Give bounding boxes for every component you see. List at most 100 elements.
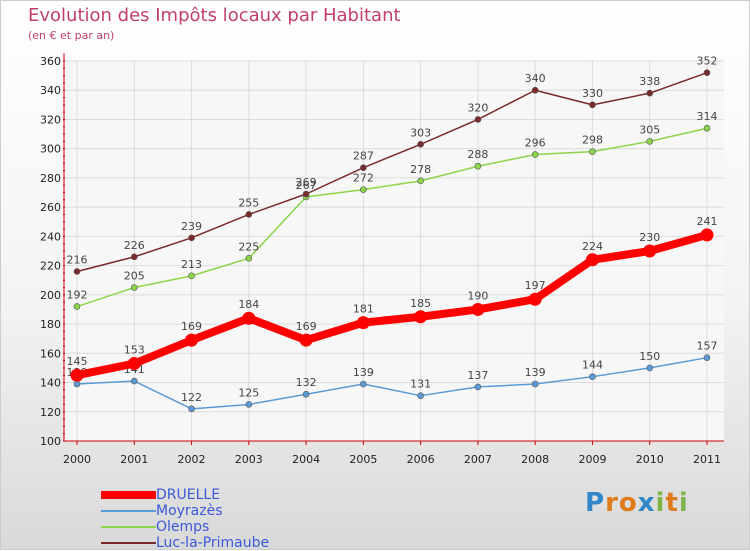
data-point-olemps <box>531 151 539 158</box>
y-tick-label: 140 <box>40 377 61 390</box>
chart-legend: DRUELLE Moyrazès Olemps Luc-la-Primaube <box>101 487 321 551</box>
y-tick-label: 220 <box>40 260 61 273</box>
legend-swatch <box>101 542 156 544</box>
data-point-moyraz-s <box>245 401 253 408</box>
series-line-druelle <box>73 230 711 380</box>
logo-letter: t <box>665 488 679 518</box>
data-label-druelle: 230 <box>639 231 660 244</box>
logo-letter: r <box>605 488 619 518</box>
data-label-olemps: 298 <box>582 134 603 147</box>
data-label-olemps: 192 <box>67 289 88 302</box>
data-label-moyraz-s: 122 <box>181 391 202 404</box>
data-point-druelle <box>585 253 599 267</box>
data-label-olemps: 272 <box>353 172 374 185</box>
y-tick-label: 300 <box>40 143 61 156</box>
legend-label: DRUELLE <box>156 487 221 503</box>
data-label-druelle: 153 <box>124 344 145 357</box>
data-label-druelle: 181 <box>353 303 374 316</box>
data-label-luc-la-primaube: 338 <box>639 75 660 88</box>
x-tick-label: 2009 <box>578 453 606 466</box>
data-point-olemps <box>474 162 482 170</box>
proxiti-logo: Proxiti <box>585 488 689 518</box>
x-tick-label: 2000 <box>63 453 91 466</box>
data-point-luc-la-primaube <box>245 211 253 218</box>
data-point-moyraz-s <box>73 380 81 388</box>
data-point-moyraz-s <box>188 405 195 413</box>
data-label-luc-la-primaube: 330 <box>582 87 603 100</box>
data-label-moyraz-s: 157 <box>697 340 718 353</box>
series-line-moyraz-s <box>76 356 708 410</box>
data-label-olemps: 288 <box>467 148 488 161</box>
data-label-olemps: 225 <box>238 240 259 253</box>
data-label-luc-la-primaube: 340 <box>525 72 546 85</box>
x-tick-label: 2002 <box>178 453 206 466</box>
plot-area <box>64 61 724 441</box>
data-point-olemps <box>130 284 138 291</box>
data-label-moyraz-s: 144 <box>582 359 603 372</box>
data-point-druelle <box>356 316 370 330</box>
data-label-luc-la-primaube: 239 <box>181 220 202 233</box>
data-label-moyraz-s: 132 <box>296 376 317 389</box>
data-label-druelle: 224 <box>582 240 603 253</box>
x-tick-label: 2007 <box>464 453 492 466</box>
y-tick-label: 100 <box>40 435 61 448</box>
data-point-druelle <box>299 333 313 347</box>
data-point-druelle <box>185 333 199 347</box>
y-tick-label: 240 <box>40 230 61 243</box>
data-point-olemps <box>417 177 424 185</box>
x-tick-label: 2005 <box>349 453 377 466</box>
series-line-luc-la-primaube <box>76 71 708 273</box>
logo-letter: x <box>637 488 656 518</box>
data-label-olemps: 296 <box>525 137 546 150</box>
data-label-olemps: 278 <box>410 163 431 176</box>
data-label-luc-la-primaube: 320 <box>467 101 488 114</box>
data-point-moyraz-s <box>646 364 654 372</box>
data-point-druelle <box>242 311 256 325</box>
data-point-druelle <box>528 292 542 306</box>
data-point-druelle <box>70 368 84 382</box>
data-point-olemps <box>703 124 711 132</box>
y-tick-label: 340 <box>40 84 61 97</box>
legend-item-druelle: DRUELLE <box>101 487 321 503</box>
x-tick-label: 2011 <box>693 453 721 466</box>
data-label-luc-la-primaube: 226 <box>124 239 145 252</box>
data-point-druelle <box>414 310 428 324</box>
data-label-druelle: 184 <box>238 298 259 311</box>
y-tick-label: 120 <box>40 406 61 419</box>
x-tick-label: 2004 <box>292 453 320 466</box>
x-tick-label: 2003 <box>235 453 263 466</box>
data-point-luc-la-primaube <box>703 69 711 76</box>
data-point-olemps <box>646 138 654 145</box>
data-point-luc-la-primaube <box>589 101 596 109</box>
data-point-druelle <box>471 302 485 316</box>
data-point-luc-la-primaube <box>188 234 195 242</box>
logo-letter: i <box>678 488 689 518</box>
data-point-moyraz-s <box>474 383 482 391</box>
legend-item-luc-la-primaube: Luc-la-Primaube <box>101 535 321 551</box>
data-label-olemps: 267 <box>296 179 317 192</box>
data-point-olemps <box>73 303 81 310</box>
data-label-druelle: 197 <box>525 279 546 292</box>
data-point-luc-la-primaube <box>130 253 138 261</box>
data-label-druelle: 185 <box>410 297 431 310</box>
logo-letter: i <box>655 488 666 518</box>
data-label-luc-la-primaube: 255 <box>238 196 259 209</box>
legend-label: Olemps <box>156 519 210 535</box>
data-point-luc-la-primaube <box>360 164 367 171</box>
data-point-moyraz-s <box>302 390 310 398</box>
data-point-moyraz-s <box>360 380 367 388</box>
data-label-olemps: 305 <box>639 123 660 136</box>
data-label-druelle: 145 <box>67 355 88 368</box>
x-tick-label: 2001 <box>120 453 148 466</box>
data-label-luc-la-primaube: 287 <box>353 150 374 163</box>
data-label-luc-la-primaube: 269 <box>296 176 317 189</box>
data-label-luc-la-primaube: 352 <box>697 55 718 68</box>
data-point-olemps <box>360 186 367 193</box>
data-point-moyraz-s <box>531 380 539 388</box>
data-point-moyraz-s <box>417 392 424 399</box>
data-label-moyraz-s: 137 <box>467 369 488 382</box>
data-label-moyraz-s: 131 <box>410 378 431 391</box>
logo-letter: P <box>585 488 606 518</box>
data-label-moyraz-s: 125 <box>238 386 259 399</box>
